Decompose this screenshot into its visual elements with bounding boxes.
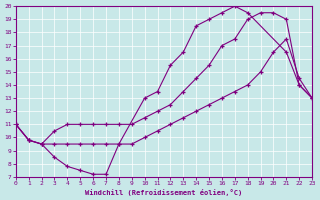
X-axis label: Windchill (Refroidissement éolien,°C): Windchill (Refroidissement éolien,°C) bbox=[85, 189, 243, 196]
